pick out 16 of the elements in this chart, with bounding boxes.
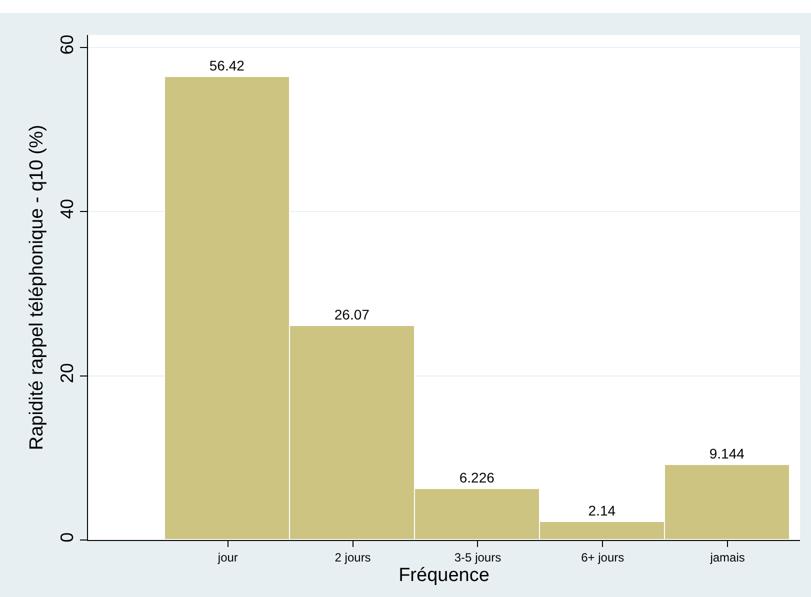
x-tick-label: 6+ jours bbox=[581, 550, 624, 564]
data-label: 56.42 bbox=[209, 58, 245, 74]
x-tick-label: 3-5 jours bbox=[454, 550, 502, 564]
y-tick-label: 20 bbox=[56, 363, 77, 384]
data-label: 9.144 bbox=[709, 446, 745, 462]
x-tick-label: jour bbox=[216, 550, 238, 564]
x-tick-label: jamais bbox=[709, 550, 745, 564]
y-tick-label: 60 bbox=[56, 34, 77, 55]
data-label: 6.226 bbox=[459, 470, 495, 486]
y-tick-label: 0 bbox=[56, 532, 77, 542]
y-tick-label: 40 bbox=[56, 198, 77, 219]
y-axis-title: Rapidité rappel téléphonique - q10 (%) bbox=[26, 124, 48, 450]
data-label: 2.14 bbox=[588, 502, 616, 518]
x-axis-title: Fréquence bbox=[398, 565, 490, 586]
x-tick-label: 2 jours bbox=[334, 550, 371, 564]
data-label: 26.07 bbox=[334, 306, 370, 322]
